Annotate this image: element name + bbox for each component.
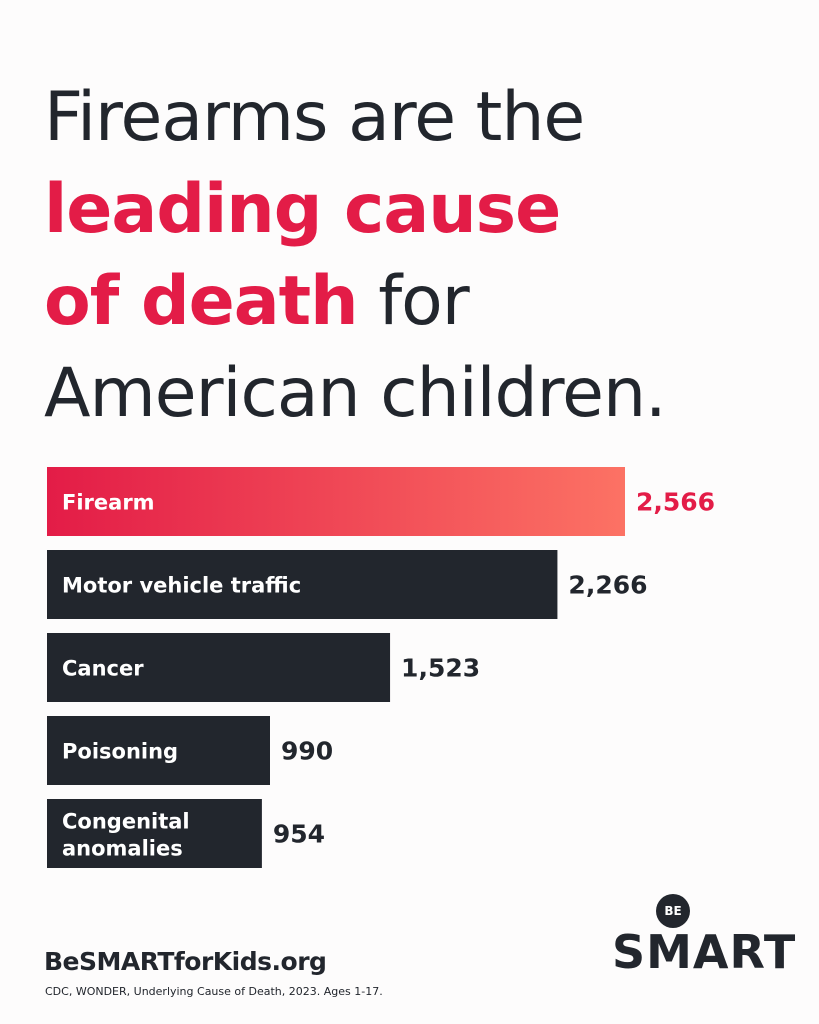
website-url[interactable]: BeSMARTforKids.org: [44, 947, 327, 976]
bar-label-firearm: Firearm: [62, 491, 155, 515]
headline-line-1: Firearms are the: [44, 78, 585, 157]
headline: Firearms are the leading cause of death …: [44, 72, 784, 440]
bar-label-congenital-anomalies: Congenital anomalies: [62, 810, 190, 861]
bar-cancer: [47, 633, 391, 702]
bar-value-firearm: 2,566: [636, 488, 715, 517]
bar-motor-vehicle-traffic: [47, 550, 558, 619]
logo-badge: BE: [656, 894, 690, 928]
headline-line-4: American children.: [44, 354, 667, 433]
bar-label-poisoning: Poisoning: [62, 740, 178, 764]
headline-line-3-rest: for: [357, 262, 470, 341]
headline-line-2: leading cause: [44, 170, 561, 249]
bar-firearm: [47, 467, 625, 536]
bar-value-poisoning: 990: [281, 737, 333, 766]
headline-line-3-highlight: of death: [44, 262, 359, 341]
bar-label-motor-vehicle-traffic: Motor vehicle traffic: [62, 574, 301, 598]
bar-label-cancer: Cancer: [62, 657, 144, 681]
headline-line-3: of death for: [44, 256, 784, 348]
besmart-logo: BE SMART: [612, 894, 797, 984]
logo-wordmark: SMART: [612, 925, 797, 979]
source-note: CDC, WONDER, Underlying Cause of Death, …: [45, 985, 383, 998]
bar-value-motor-vehicle-traffic: 2,266: [568, 571, 647, 600]
bar-poisoning: [47, 716, 271, 785]
bar-value-cancer: 1,523: [401, 654, 480, 683]
bar-congenital-anomalies: [47, 799, 262, 868]
bar-value-congenital-anomalies: 954: [273, 820, 325, 849]
